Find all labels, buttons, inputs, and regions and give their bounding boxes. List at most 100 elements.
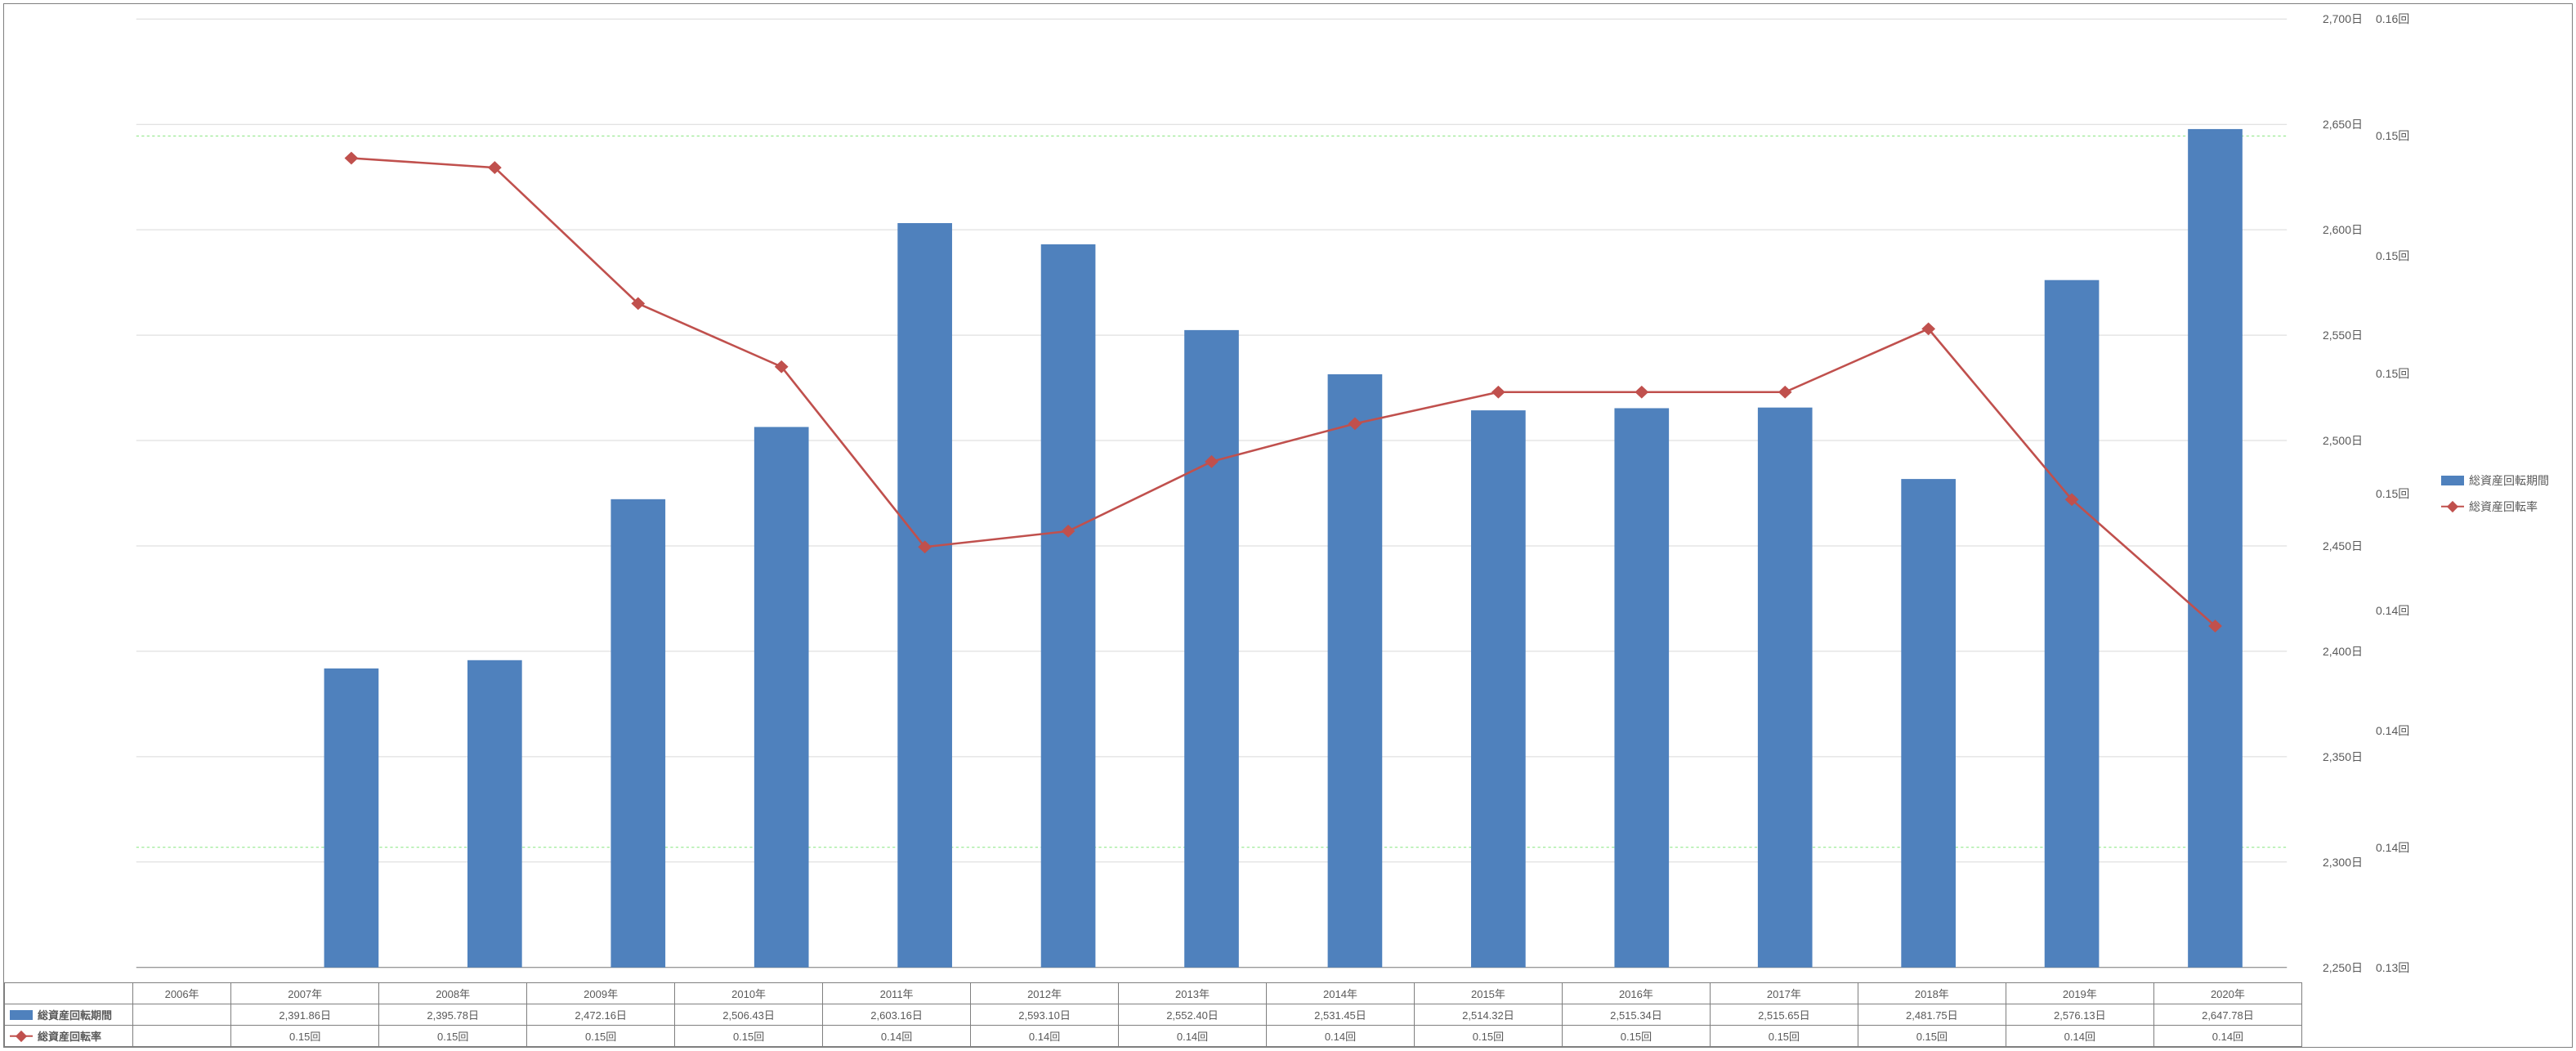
- plot-area: [4, 4, 2296, 982]
- table-cell: 2,514.32日: [1414, 1004, 1562, 1026]
- bar: [1328, 374, 1383, 968]
- table-year: 2014年: [1267, 983, 1415, 1004]
- table-year: 2009年: [527, 983, 675, 1004]
- table-cell: 0.14回: [971, 1026, 1119, 1047]
- table-year: 2019年: [2006, 983, 2153, 1004]
- legend-line-swatch: [10, 1031, 33, 1042]
- legend-item-line: 総資産回転率: [2441, 499, 2572, 515]
- bar: [1471, 410, 1526, 968]
- bar: [2045, 280, 2100, 968]
- data-table-wrap: 2006年2007年2008年2009年2010年2011年2012年2013年…: [4, 982, 2572, 1047]
- line-marker: [1492, 387, 1505, 398]
- y1-tick: 2,650日: [2323, 116, 2363, 132]
- legend: 総資産回転期間 総資産回転率: [2435, 4, 2572, 982]
- table-cell: 0.15回: [231, 1026, 379, 1047]
- secondary-y-axis: 0.13回0.14回0.14回0.14回0.15回0.15回0.15回0.15回…: [2369, 4, 2435, 982]
- table-cell: 0.14回: [823, 1026, 971, 1047]
- legend-item-bar: 総資産回転期間: [2441, 472, 2572, 489]
- table-cell: 0.15回: [379, 1026, 527, 1047]
- table-year: 2011年: [823, 983, 971, 1004]
- primary-y-axis: 2,250日 2,300日 2,350日 2,400日 2,450日 2,500日 2,55…: [2296, 4, 2369, 982]
- bar: [1758, 408, 1813, 968]
- chart-svg: [4, 4, 2296, 982]
- bar: [2188, 129, 2243, 968]
- table-year: 2010年: [675, 983, 823, 1004]
- bar: [1184, 330, 1239, 968]
- table-cell: 2,395.78日: [379, 1004, 527, 1026]
- table-cell: 2,576.13日: [2006, 1004, 2153, 1026]
- bar: [897, 223, 952, 968]
- table-cell: 0.14回: [1267, 1026, 1415, 1047]
- table-year: 2020年: [2153, 983, 2301, 1004]
- table-row-header: 総資産回転率: [5, 1026, 133, 1047]
- legend-line-label: 総資産回転率: [2469, 499, 2538, 515]
- table-year: 2016年: [1562, 983, 1710, 1004]
- table-cell: 2,481.75日: [1858, 1004, 2006, 1026]
- table-cell: 2,472.16日: [527, 1004, 675, 1026]
- y1-tick: 2,500日: [2323, 432, 2363, 449]
- table-year: 2007年: [231, 983, 379, 1004]
- table-cell: 2,603.16日: [823, 1004, 971, 1026]
- table-row-header: 総資産回転期間: [5, 1004, 133, 1026]
- table-cell: 0.15回: [1858, 1026, 2006, 1047]
- line-marker: [1635, 387, 1648, 398]
- table-cell: 0.15回: [675, 1026, 823, 1047]
- table-cell: 2,506.43日: [675, 1004, 823, 1026]
- table-cell: 0.15回: [1710, 1026, 1858, 1047]
- table-year: 2015年: [1414, 983, 1562, 1004]
- table-year: 2017年: [1710, 983, 1858, 1004]
- table-year: 2008年: [379, 983, 527, 1004]
- y1-tick: 2,400日: [2323, 643, 2363, 660]
- bar: [467, 660, 522, 968]
- table-cell: 0.14回: [2153, 1026, 2301, 1047]
- table-year: 2012年: [971, 983, 1119, 1004]
- y2-tick: 0.15回: [2376, 248, 2409, 264]
- table-corner: [5, 983, 133, 1004]
- legend-line-swatch: [2441, 501, 2464, 512]
- bar: [1901, 479, 1956, 968]
- table-cell: 0.15回: [1562, 1026, 1710, 1047]
- legend-bar-label: 総資産回転期間: [2469, 472, 2549, 489]
- legend-bar-swatch: [10, 1010, 33, 1020]
- y1-tick: 2,350日: [2323, 749, 2363, 765]
- table-cell: 2,552.40日: [1119, 1004, 1267, 1026]
- bar: [754, 427, 809, 967]
- table-year: 2006年: [133, 983, 231, 1004]
- y2-tick: 0.14回: [2376, 602, 2409, 619]
- table-cell: 0.15回: [527, 1026, 675, 1047]
- bar: [324, 669, 379, 968]
- bar: [1614, 408, 1669, 967]
- table-cell: 0.15回: [1414, 1026, 1562, 1047]
- y1-tick: 2,250日: [2323, 959, 2363, 976]
- table-cell: 0.14回: [1119, 1026, 1267, 1047]
- y2-tick: 0.13回: [2376, 959, 2409, 976]
- y1-tick: 2,300日: [2323, 854, 2363, 870]
- table-cell: 2,647.78日: [2153, 1004, 2301, 1026]
- table-cell: 2,593.10日: [971, 1004, 1119, 1026]
- table-year: 2013年: [1119, 983, 1267, 1004]
- y2-tick: 0.15回: [2376, 365, 2409, 382]
- chart-frame: 2,250日 2,300日 2,350日 2,400日 2,450日 2,500日 2,55…: [3, 3, 2573, 1048]
- table-cell: 2,515.34日: [1562, 1004, 1710, 1026]
- table-cell: 0.14回: [2006, 1026, 2153, 1047]
- y2-tick: 0.15回: [2376, 127, 2409, 144]
- y1-tick: 2,450日: [2323, 538, 2363, 554]
- y1-tick: 2,700日: [2323, 11, 2363, 27]
- y1-tick: 2,550日: [2323, 327, 2363, 343]
- table-cell: 2,531.45日: [1267, 1004, 1415, 1026]
- table-cell: 2,391.86日: [231, 1004, 379, 1026]
- legend-bar-swatch: [2441, 476, 2464, 485]
- y2-tick: 0.14回: [2376, 839, 2409, 856]
- table-year: 2018年: [1858, 983, 2006, 1004]
- y2-tick: 0.14回: [2376, 722, 2409, 739]
- table-cell: [133, 1026, 231, 1047]
- table-cell: [133, 1004, 231, 1026]
- table-cell: 2,515.65日: [1710, 1004, 1858, 1026]
- bar: [610, 499, 665, 968]
- bar: [1041, 244, 1096, 968]
- line-marker: [345, 152, 357, 163]
- line-marker: [1779, 387, 1791, 398]
- data-table: 2006年2007年2008年2009年2010年2011年2012年2013年…: [4, 982, 2302, 1047]
- y2-tick: 0.16回: [2376, 11, 2409, 27]
- y1-tick: 2,600日: [2323, 221, 2363, 238]
